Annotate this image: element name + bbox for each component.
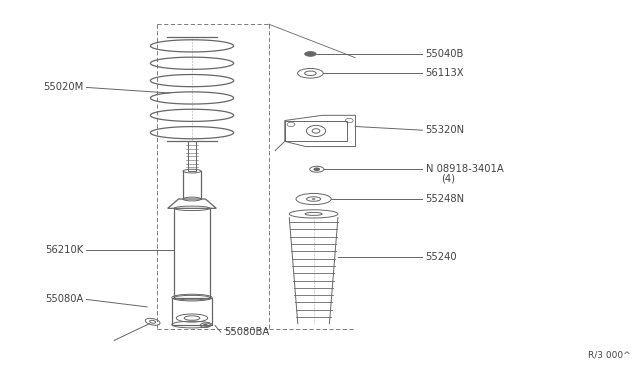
Text: 55248N: 55248N — [426, 194, 465, 204]
Text: 55240: 55240 — [426, 252, 457, 262]
Ellipse shape — [204, 324, 207, 326]
Text: 55020M: 55020M — [43, 83, 83, 92]
Text: 55320N: 55320N — [426, 125, 465, 135]
Text: 56210K: 56210K — [45, 245, 83, 255]
Text: 55080BA: 55080BA — [224, 327, 269, 337]
Ellipse shape — [305, 51, 316, 56]
Text: N 08918-3401A: N 08918-3401A — [426, 164, 503, 174]
Text: 55040B: 55040B — [426, 49, 464, 59]
Ellipse shape — [312, 198, 316, 200]
Text: (4): (4) — [442, 174, 456, 183]
Text: R/3 000^: R/3 000^ — [588, 351, 630, 360]
Ellipse shape — [314, 168, 319, 170]
Text: 56113X: 56113X — [426, 68, 464, 78]
Text: 55080A: 55080A — [45, 295, 83, 304]
